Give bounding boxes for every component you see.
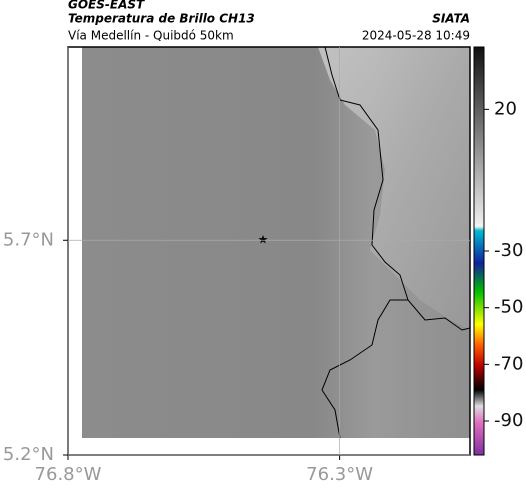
- x-tick-label: 76.3°W: [306, 464, 373, 485]
- subtitle: Temperatura de Brillo CH13: [68, 12, 255, 26]
- cloud-region: [318, 47, 470, 330]
- colorbar-tick-label: 20: [494, 98, 517, 119]
- colorbar-tick-label: -30: [494, 240, 523, 261]
- title: GOES-EAST: [68, 0, 145, 12]
- location-star: ★: [258, 233, 269, 247]
- colorbar: [473, 46, 485, 456]
- axes: 76.8°W 76.3°W 5.7°N 5.2°N 20 -30 -50 -70 -90: [3, 47, 523, 485]
- datetime: 2024-05-28 10:49: [362, 29, 470, 43]
- route: Vía Medellín - Quibdó 50km: [68, 29, 234, 43]
- colorbar-tick-label: -50: [494, 297, 523, 318]
- y-tick-label: 5.7°N: [3, 229, 54, 250]
- colorbar-tick-label: -90: [494, 410, 523, 431]
- source: SIATA: [432, 12, 470, 26]
- boundary-lines: [321, 46, 471, 439]
- x-tick-label: 76.8°W: [35, 464, 102, 485]
- colorbar-tick-label: -70: [494, 353, 523, 374]
- y-tick-label: 5.2°N: [3, 444, 54, 465]
